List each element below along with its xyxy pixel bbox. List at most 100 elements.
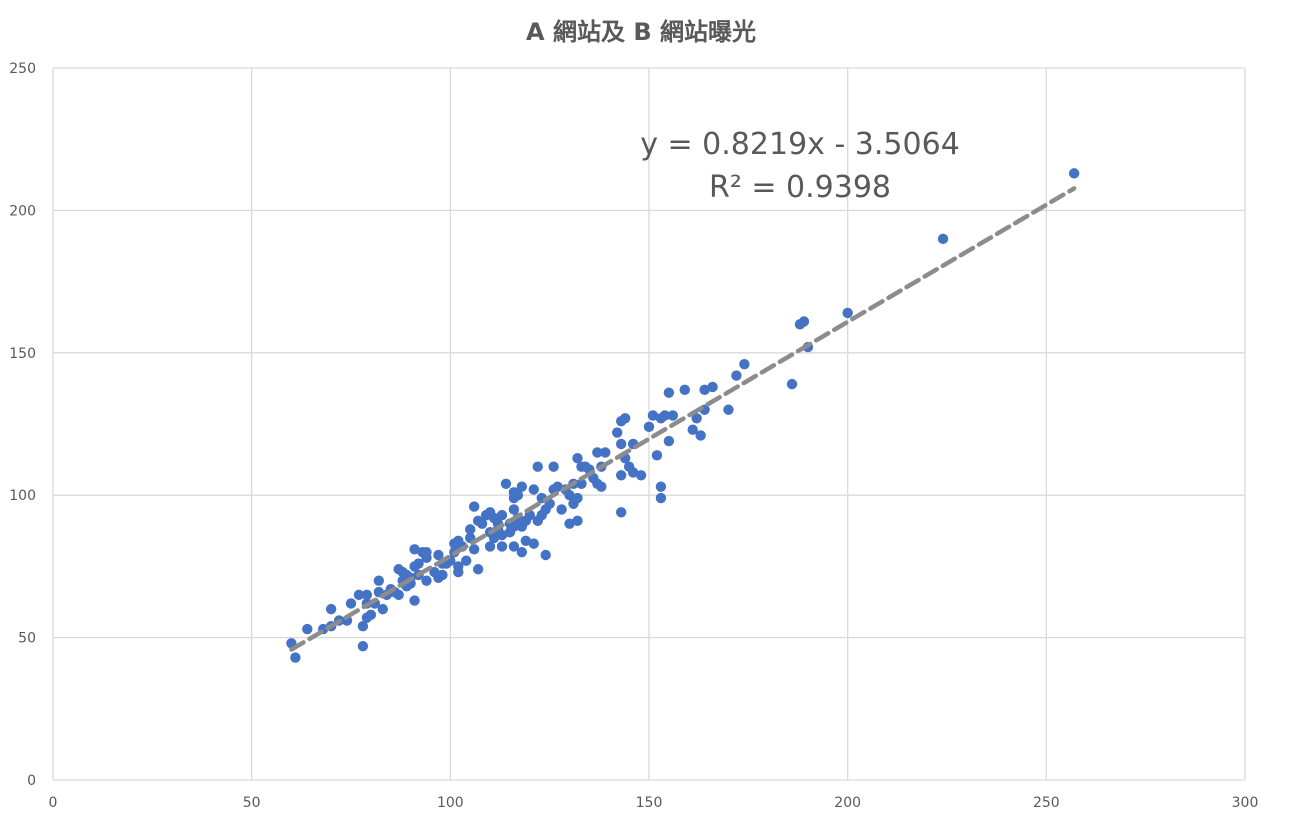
data-point <box>619 413 631 424</box>
data-point <box>361 589 373 601</box>
data-point <box>651 450 663 461</box>
data-point <box>508 521 520 532</box>
y-tick-label: 250 <box>9 61 36 77</box>
data-point <box>691 413 702 424</box>
data-point <box>842 307 853 319</box>
data-point <box>373 575 385 586</box>
data-point <box>1068 168 1080 179</box>
data-point <box>663 435 675 447</box>
data-point <box>655 492 667 504</box>
axes: 0 50 100 150 200 250 0 50 100 150 200 250 300 <box>9 61 1258 811</box>
y-tick-label: 100 <box>9 488 36 504</box>
data-point <box>659 410 671 421</box>
gridlines <box>52 67 1246 781</box>
data-point <box>365 609 377 621</box>
data-point <box>572 492 583 504</box>
x-tick-label: 250 <box>1033 795 1060 811</box>
data-point <box>635 470 647 481</box>
data-point <box>786 378 798 390</box>
y-tick-label: 0 <box>27 773 36 789</box>
data-point <box>357 621 369 632</box>
trendline-equation: y = 0.8219x - 3.5064 <box>640 127 960 162</box>
data-point <box>548 461 559 472</box>
data-point <box>520 535 532 546</box>
data-point <box>615 470 627 481</box>
data-point <box>612 427 623 438</box>
data-point <box>532 461 543 472</box>
x-tick-label: 200 <box>834 795 861 811</box>
data-point <box>679 384 690 396</box>
trendline <box>289 186 1077 652</box>
data-point <box>556 504 567 515</box>
data-point <box>699 384 710 396</box>
data-point <box>572 452 583 464</box>
data-point <box>627 467 639 478</box>
data-point <box>576 478 587 490</box>
data-point <box>572 515 583 527</box>
data-point <box>592 447 603 458</box>
data-point <box>615 507 627 518</box>
data-point <box>433 549 444 561</box>
data-point <box>647 410 659 421</box>
data-point <box>345 598 357 609</box>
trendline-r-squared: R² = 0.9398 <box>709 170 891 205</box>
data-point <box>290 652 301 663</box>
data-point <box>377 603 388 615</box>
data-point <box>695 430 706 441</box>
chart-title: A 網站及 B 網站曝光 <box>526 18 756 46</box>
data-point <box>393 589 404 601</box>
data-point <box>437 569 448 581</box>
data-point <box>353 589 365 601</box>
data-point <box>468 544 480 555</box>
data-points <box>286 168 1080 663</box>
data-point <box>667 410 679 421</box>
y-tick-label: 150 <box>9 346 36 362</box>
data-point <box>798 316 810 327</box>
data-point <box>357 640 369 652</box>
data-point <box>528 484 539 495</box>
data-point <box>739 358 750 370</box>
data-point <box>508 504 520 515</box>
data-point <box>564 518 575 529</box>
data-point <box>564 490 575 501</box>
data-point <box>468 501 480 512</box>
y-tick-label: 50 <box>18 631 36 647</box>
data-point <box>723 404 734 415</box>
x-tick-label: 300 <box>1232 795 1259 811</box>
data-point <box>615 438 627 450</box>
data-point <box>461 555 472 566</box>
x-tick-label: 100 <box>437 795 464 811</box>
data-point <box>508 541 520 552</box>
data-point <box>325 603 337 615</box>
data-point <box>663 387 675 398</box>
data-point <box>472 564 484 575</box>
x-tick-label: 0 <box>49 795 58 811</box>
data-point <box>421 575 432 586</box>
data-point <box>516 481 528 492</box>
data-point <box>600 447 611 458</box>
data-point <box>552 481 563 492</box>
data-point <box>643 421 655 433</box>
data-point <box>465 524 476 535</box>
data-point <box>453 566 464 578</box>
data-point <box>488 532 500 544</box>
data-point <box>500 478 512 490</box>
data-point <box>413 558 424 569</box>
data-point <box>496 509 508 521</box>
data-point <box>512 490 524 501</box>
data-point <box>707 381 718 393</box>
data-point <box>302 623 313 635</box>
data-point <box>496 541 508 552</box>
data-point <box>731 370 742 381</box>
data-point <box>476 518 488 529</box>
trendline-group <box>289 186 1077 652</box>
data-point <box>596 481 607 492</box>
x-tick-label: 150 <box>636 795 663 811</box>
data-point <box>484 541 496 552</box>
data-point <box>687 424 698 435</box>
data-point <box>528 538 539 549</box>
data-point <box>655 481 667 492</box>
y-tick-label: 200 <box>9 203 36 219</box>
